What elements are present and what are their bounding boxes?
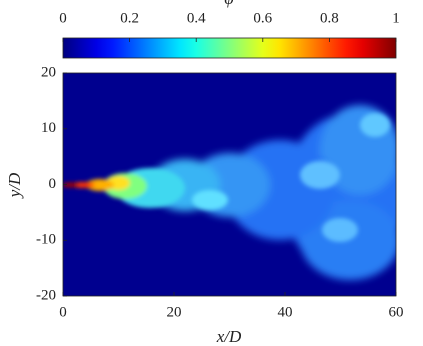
x-tick-label: 40 [278,304,293,320]
colorbar-tick-label: 1 [392,10,400,26]
y-tick-label: 10 [41,120,56,136]
colorbar [62,37,397,59]
x-tick-label: 60 [389,304,404,320]
x-tick-label: 0 [59,304,67,320]
colorbar-tick-label: 0.2 [120,10,139,26]
y-tick-label: 20 [41,64,56,80]
scalar-field [63,105,396,280]
x-tick-label: 20 [167,304,182,320]
x-axis-label: x/D [216,327,242,346]
y-tick-label: -10 [36,232,56,248]
y-tick-label: -20 [36,287,56,303]
colorbar-tick-label: 0.8 [320,10,339,26]
colorbar-label: φ [224,0,233,8]
y-axis-label: y/D [5,172,24,199]
colorbar-tick-label: 0.4 [187,10,206,26]
colorbar-tick-label: 0 [59,10,67,26]
y-tick-label: 0 [49,176,57,192]
colorbar-tick-label: 0.6 [253,10,272,26]
